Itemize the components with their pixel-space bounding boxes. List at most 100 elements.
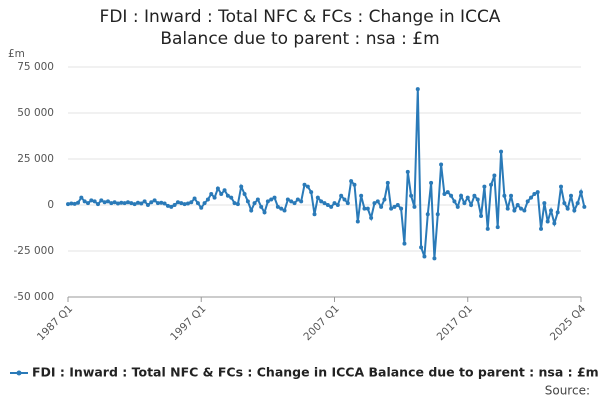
series-line [67, 89, 586, 259]
data-point [95, 202, 100, 207]
data-point [182, 202, 187, 207]
data-point [342, 197, 347, 202]
data-point [382, 197, 387, 202]
data-point [332, 201, 337, 206]
y-tick-label: -50 000 [13, 291, 54, 303]
data-point [472, 193, 477, 198]
data-point [285, 197, 290, 202]
data-point [469, 203, 474, 207]
data-point [75, 200, 80, 205]
data-point [309, 190, 314, 195]
data-point [172, 203, 177, 207]
data-point [329, 204, 334, 209]
data-point [179, 201, 184, 206]
data-point [455, 204, 460, 209]
data-point [372, 201, 377, 206]
data-point [582, 204, 587, 209]
data-point [449, 193, 454, 198]
data-point [269, 197, 274, 202]
data-point [215, 186, 220, 191]
y-tick-label: 25 000 [17, 153, 54, 165]
data-point [142, 199, 147, 204]
data-point [359, 193, 364, 198]
data-point [325, 203, 330, 207]
source: Source: [545, 384, 590, 398]
data-point [129, 201, 134, 206]
data-point [389, 206, 394, 211]
data-point [162, 201, 167, 206]
x-tick-label: 2007 Q1 [301, 303, 341, 343]
data-point [579, 190, 583, 195]
data-point [479, 214, 484, 219]
data-point [205, 197, 210, 202]
data-point [429, 180, 434, 185]
data-point [315, 195, 320, 200]
data-point [279, 206, 284, 211]
data-point [115, 201, 120, 206]
data-point [275, 204, 280, 209]
data-point [139, 201, 144, 206]
data-point [355, 219, 360, 224]
x-tick-label: 1987 Q1 [35, 303, 75, 343]
x-tick-label: 2025 Q4 [548, 303, 589, 344]
data-point [512, 208, 517, 213]
data-point [482, 184, 487, 189]
data-point [539, 226, 544, 231]
data-point [445, 190, 450, 195]
data-point [302, 182, 307, 187]
data-point [555, 210, 560, 215]
data-point [145, 203, 150, 207]
data-point [422, 254, 427, 259]
data-point [125, 200, 130, 205]
data-point [369, 215, 374, 220]
data-point [259, 204, 264, 209]
data-point [542, 201, 547, 206]
data-point [559, 184, 564, 189]
data-point [202, 201, 207, 206]
data-point [575, 201, 580, 206]
data-point [505, 206, 510, 211]
data-point [265, 199, 270, 204]
y-axis-label: £m [8, 48, 25, 60]
data-point [395, 203, 400, 207]
data-point [525, 199, 530, 204]
data-point [349, 179, 354, 184]
data-point [515, 203, 520, 207]
data-point [402, 241, 407, 246]
data-point [442, 191, 447, 196]
data-point [92, 199, 97, 204]
data-point [159, 200, 164, 205]
data-point [562, 201, 567, 206]
data-point [522, 208, 527, 213]
data-point [89, 198, 94, 203]
data-point [352, 182, 357, 187]
data-point [69, 201, 74, 206]
data-point [459, 193, 464, 198]
data-point [149, 200, 154, 205]
data-point [239, 184, 244, 189]
legend-marker [16, 370, 22, 376]
data-point [289, 199, 294, 204]
data-point [529, 195, 534, 200]
data-point [412, 204, 417, 209]
data-point [212, 195, 217, 200]
data-point [272, 195, 277, 200]
data-point [255, 197, 260, 202]
data-point [252, 201, 257, 206]
data-point [229, 195, 234, 200]
data-point [79, 195, 84, 200]
data-point [545, 219, 550, 224]
data-point [419, 245, 424, 250]
data-point [375, 199, 380, 204]
data-point [209, 191, 214, 196]
data-point [439, 162, 444, 167]
data-point [312, 212, 317, 217]
data-point [405, 169, 410, 174]
data-point [105, 199, 110, 204]
data-point [225, 193, 230, 198]
data-point [502, 193, 507, 198]
data-point [569, 193, 574, 198]
data-point [565, 206, 570, 211]
